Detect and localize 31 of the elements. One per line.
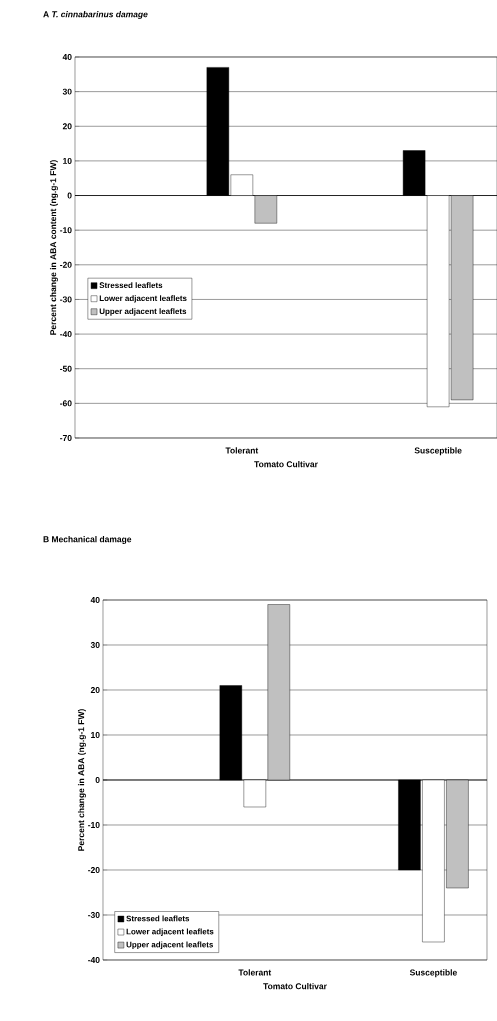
x-tick-label: Susceptible	[409, 969, 457, 978]
x-axis-title: Tomato Cultivar	[263, 983, 327, 990]
y-tick-label: -40	[88, 957, 100, 963]
chart-title: A T. cinnabarinus damage	[43, 11, 148, 19]
y-tick-label: 10	[91, 732, 100, 738]
y-tick-label: -20	[60, 261, 72, 268]
y-axis-title: Percent change in ABA (ng.g-1 FW)	[77, 709, 86, 851]
y-tick-label: 20	[90, 687, 100, 693]
x-tick-label: Tolerant	[238, 969, 272, 976]
y-tick-label: 30	[62, 88, 72, 95]
y-tick-label: 30	[90, 642, 100, 648]
y-tick-label: -60	[60, 400, 72, 407]
y-tick-label: 10	[63, 157, 72, 164]
x-tick-label: Tolerant	[225, 447, 259, 454]
x-tick-label: Susceptible	[414, 447, 462, 456]
y-axis-title: Percent change in ABA content (ng.g-1 FW)	[49, 160, 58, 335]
x-axis-title: Tomato Cultivar	[254, 461, 318, 468]
y-tick-label: 40	[90, 597, 100, 603]
y-tick-label: -10	[60, 227, 72, 234]
y-tick-label: 40	[62, 54, 72, 60]
y-tick-label: -20	[88, 867, 100, 873]
y-tick-label: -70	[60, 435, 72, 441]
chart-title: B Mechanical damage	[43, 536, 132, 544]
y-tick-label: 0	[67, 192, 72, 199]
y-tick-label: -30	[60, 296, 72, 303]
y-tick-label: 20	[62, 123, 72, 130]
y-tick-label: -30	[88, 911, 100, 918]
y-tick-label: 0	[95, 777, 100, 783]
y-tick-label: -10	[88, 822, 100, 828]
y-tick-label: -50	[60, 365, 72, 372]
y-tick-label: -40	[60, 331, 72, 338]
